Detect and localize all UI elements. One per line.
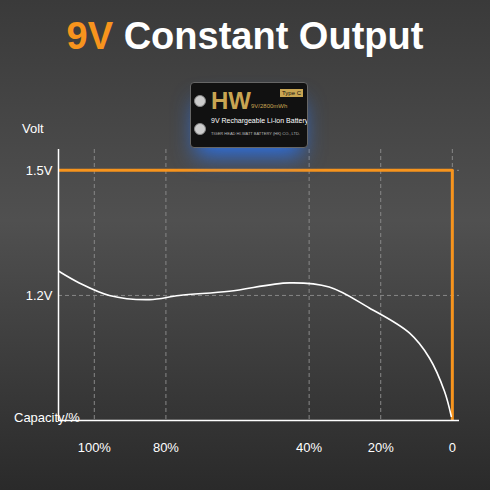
svg-text:0: 0 [449, 440, 456, 455]
html-text:9V Rechargeable Li-ion Battery: 9V Rechargeable Li-ion Battery [211, 117, 309, 124]
html-text:Capacity/%: Capacity/% [14, 410, 80, 425]
html-text:Type C: Type C [282, 90, 301, 96]
html-text:Volt: Volt [22, 121, 44, 136]
svg-text:40%: 40% [296, 440, 322, 455]
html-text:9V/2800mWh: 9V/2800mWh [251, 103, 288, 109]
svg-text:80%: 80% [153, 440, 179, 455]
html-text:HW: HW [211, 87, 251, 114]
svg-text:1.2V: 1.2V [26, 288, 53, 303]
html-text:TIGER HEAD HI-WATT BATTERY (HK: TIGER HEAD HI-WATT BATTERY (HK) CO., LTD… [211, 131, 300, 136]
svg-text:1.5V: 1.5V [26, 163, 53, 178]
svg-text:100%: 100% [78, 440, 112, 455]
svg-text:20%: 20% [368, 440, 394, 455]
html-text:9V Constant Output: 9V Constant Output [66, 15, 424, 57]
